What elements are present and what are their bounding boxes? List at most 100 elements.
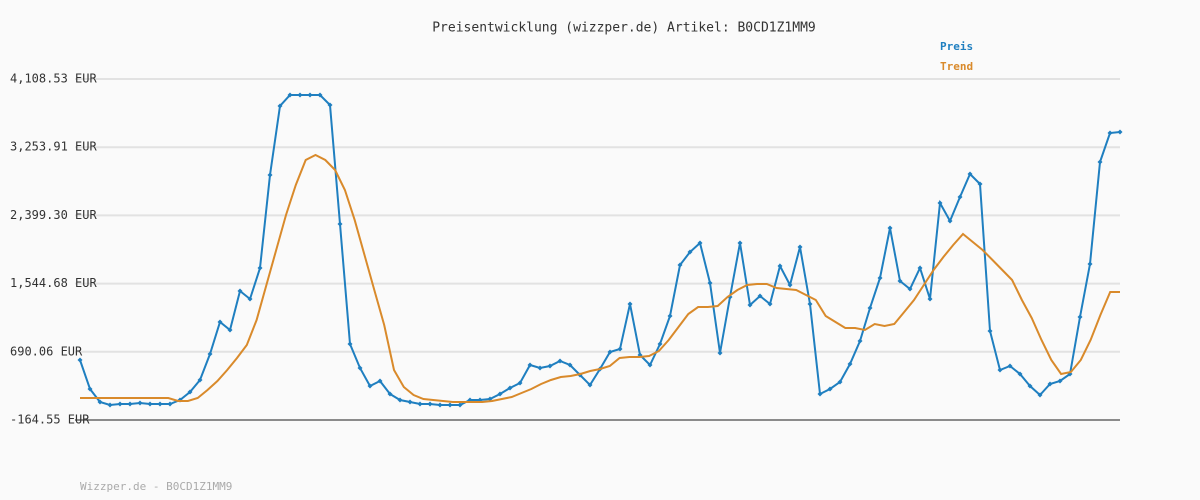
point-marker (237, 288, 243, 294)
point-marker (977, 181, 983, 187)
point-marker (337, 221, 343, 227)
point-marker (87, 386, 93, 392)
y-tick-label: 4,108.53 EUR (10, 72, 97, 86)
point-marker (677, 262, 683, 268)
legend-label: Preis (940, 40, 973, 53)
point-marker (1017, 371, 1023, 377)
point-marker (117, 401, 123, 407)
point-marker (617, 346, 623, 352)
point-marker (757, 293, 763, 299)
point-marker (227, 327, 233, 333)
point-marker (667, 313, 673, 319)
point-marker (287, 92, 293, 98)
point-marker (187, 389, 193, 395)
point-marker (157, 401, 163, 407)
point-marker (707, 280, 713, 286)
point-marker (197, 377, 203, 383)
point-marker (317, 92, 323, 98)
point-marker (457, 402, 463, 408)
point-marker (907, 286, 913, 292)
footer: Wizzper.de - B0CD1Z1MM9 (80, 480, 232, 493)
point-marker (387, 391, 393, 397)
point-marker (997, 367, 1003, 373)
point-marker (767, 301, 773, 307)
point-marker (847, 361, 853, 367)
point-marker (657, 341, 663, 347)
point-marker (397, 397, 403, 403)
point-marker (877, 275, 883, 281)
point-marker (957, 194, 963, 200)
series-line (80, 153, 1120, 403)
point-marker (887, 225, 893, 231)
point-marker (917, 265, 923, 271)
chart-title: Preisentwicklung (wizzper.de) Artikel: B… (432, 21, 816, 36)
point-marker (937, 200, 943, 206)
point-marker (857, 338, 863, 344)
point-marker (417, 401, 423, 407)
point-marker (547, 363, 553, 369)
point-marker (737, 240, 743, 246)
point-marker (987, 328, 993, 334)
point-marker (1057, 378, 1063, 384)
point-marker (717, 350, 723, 356)
point-marker (497, 391, 503, 397)
point-marker (867, 305, 873, 311)
point-marker (147, 401, 153, 407)
point-marker (777, 263, 783, 269)
point-marker (367, 383, 373, 389)
point-marker (607, 349, 613, 355)
y-tick-label: -164.55 EUR (10, 413, 90, 427)
point-marker (747, 302, 753, 308)
point-marker (327, 102, 333, 108)
point-marker (137, 400, 143, 406)
point-marker (357, 365, 363, 371)
point-marker (787, 282, 793, 288)
point-marker (307, 92, 313, 98)
legend-label: Trend (940, 60, 973, 73)
point-marker (377, 378, 383, 384)
point-marker (817, 391, 823, 397)
point-marker (647, 362, 653, 368)
point-marker (537, 365, 543, 371)
point-marker (107, 402, 113, 408)
point-marker (1097, 159, 1103, 165)
point-marker (247, 296, 253, 302)
point-marker (257, 265, 263, 271)
point-marker (587, 382, 593, 388)
point-marker (1027, 383, 1033, 389)
point-marker (297, 92, 303, 98)
point-marker (447, 402, 453, 408)
point-marker (697, 240, 703, 246)
point-marker (1047, 381, 1053, 387)
point-marker (97, 399, 103, 405)
point-marker (437, 402, 443, 408)
point-marker (207, 351, 213, 357)
point-marker (797, 244, 803, 250)
point-marker (407, 399, 413, 405)
point-marker (517, 380, 523, 386)
point-marker (1087, 261, 1093, 267)
point-marker (967, 171, 973, 177)
point-marker (1077, 314, 1083, 320)
point-marker (1007, 363, 1013, 369)
point-marker (1107, 130, 1113, 136)
point-marker (1037, 392, 1043, 398)
point-marker (807, 301, 813, 307)
y-tick-label: 2,399.30 EUR (10, 208, 97, 222)
point-marker (77, 357, 83, 363)
point-marker (827, 386, 833, 392)
point-marker (1117, 129, 1123, 135)
point-marker (557, 358, 563, 364)
point-marker (687, 249, 693, 255)
point-marker (427, 401, 433, 407)
y-tick-label: 1,544.68 EUR (10, 276, 97, 290)
point-marker (927, 296, 933, 302)
point-marker (277, 103, 283, 109)
point-marker (837, 379, 843, 385)
point-marker (947, 218, 953, 224)
point-marker (507, 385, 513, 391)
point-marker (567, 362, 573, 368)
point-marker (127, 401, 133, 407)
